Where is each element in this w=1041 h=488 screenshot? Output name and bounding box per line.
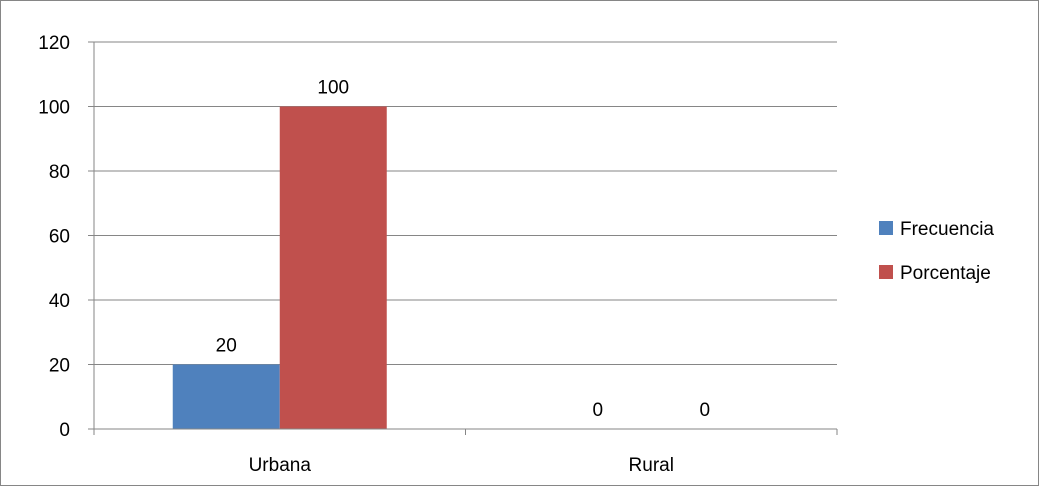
y-tick-label: 80 xyxy=(49,162,70,183)
x-tick-label: Rural xyxy=(629,455,674,476)
legend-label: Porcentaje xyxy=(900,263,991,284)
data-label: 0 xyxy=(699,400,710,421)
y-tick-label: 40 xyxy=(49,291,70,312)
y-tick-label: 120 xyxy=(38,33,70,54)
data-label: 100 xyxy=(317,78,349,99)
y-tick-label: 60 xyxy=(49,227,70,248)
legend-label: Frecuencia xyxy=(900,219,994,240)
legend: Frecuencia Porcentaje xyxy=(879,219,994,284)
y-tick-label: 0 xyxy=(59,420,70,441)
y-tick-label: 20 xyxy=(49,356,70,377)
gridlines xyxy=(94,41,837,365)
x-tick-label: Urbana xyxy=(249,455,312,476)
bar-frecuencia-urbana xyxy=(172,364,280,429)
data-label: 20 xyxy=(216,336,237,357)
data-labels: 20 100 0 0 xyxy=(216,78,710,422)
axes: 0 20 40 60 80 100 120 Urbana Rural xyxy=(38,33,838,476)
legend-swatch-porcentaje xyxy=(879,265,893,279)
y-tick-label: 100 xyxy=(38,98,70,119)
bars xyxy=(172,106,387,429)
legend-swatch-frecuencia xyxy=(879,221,893,235)
data-label: 0 xyxy=(592,400,603,421)
bar-porcentaje-urbana xyxy=(279,106,387,429)
